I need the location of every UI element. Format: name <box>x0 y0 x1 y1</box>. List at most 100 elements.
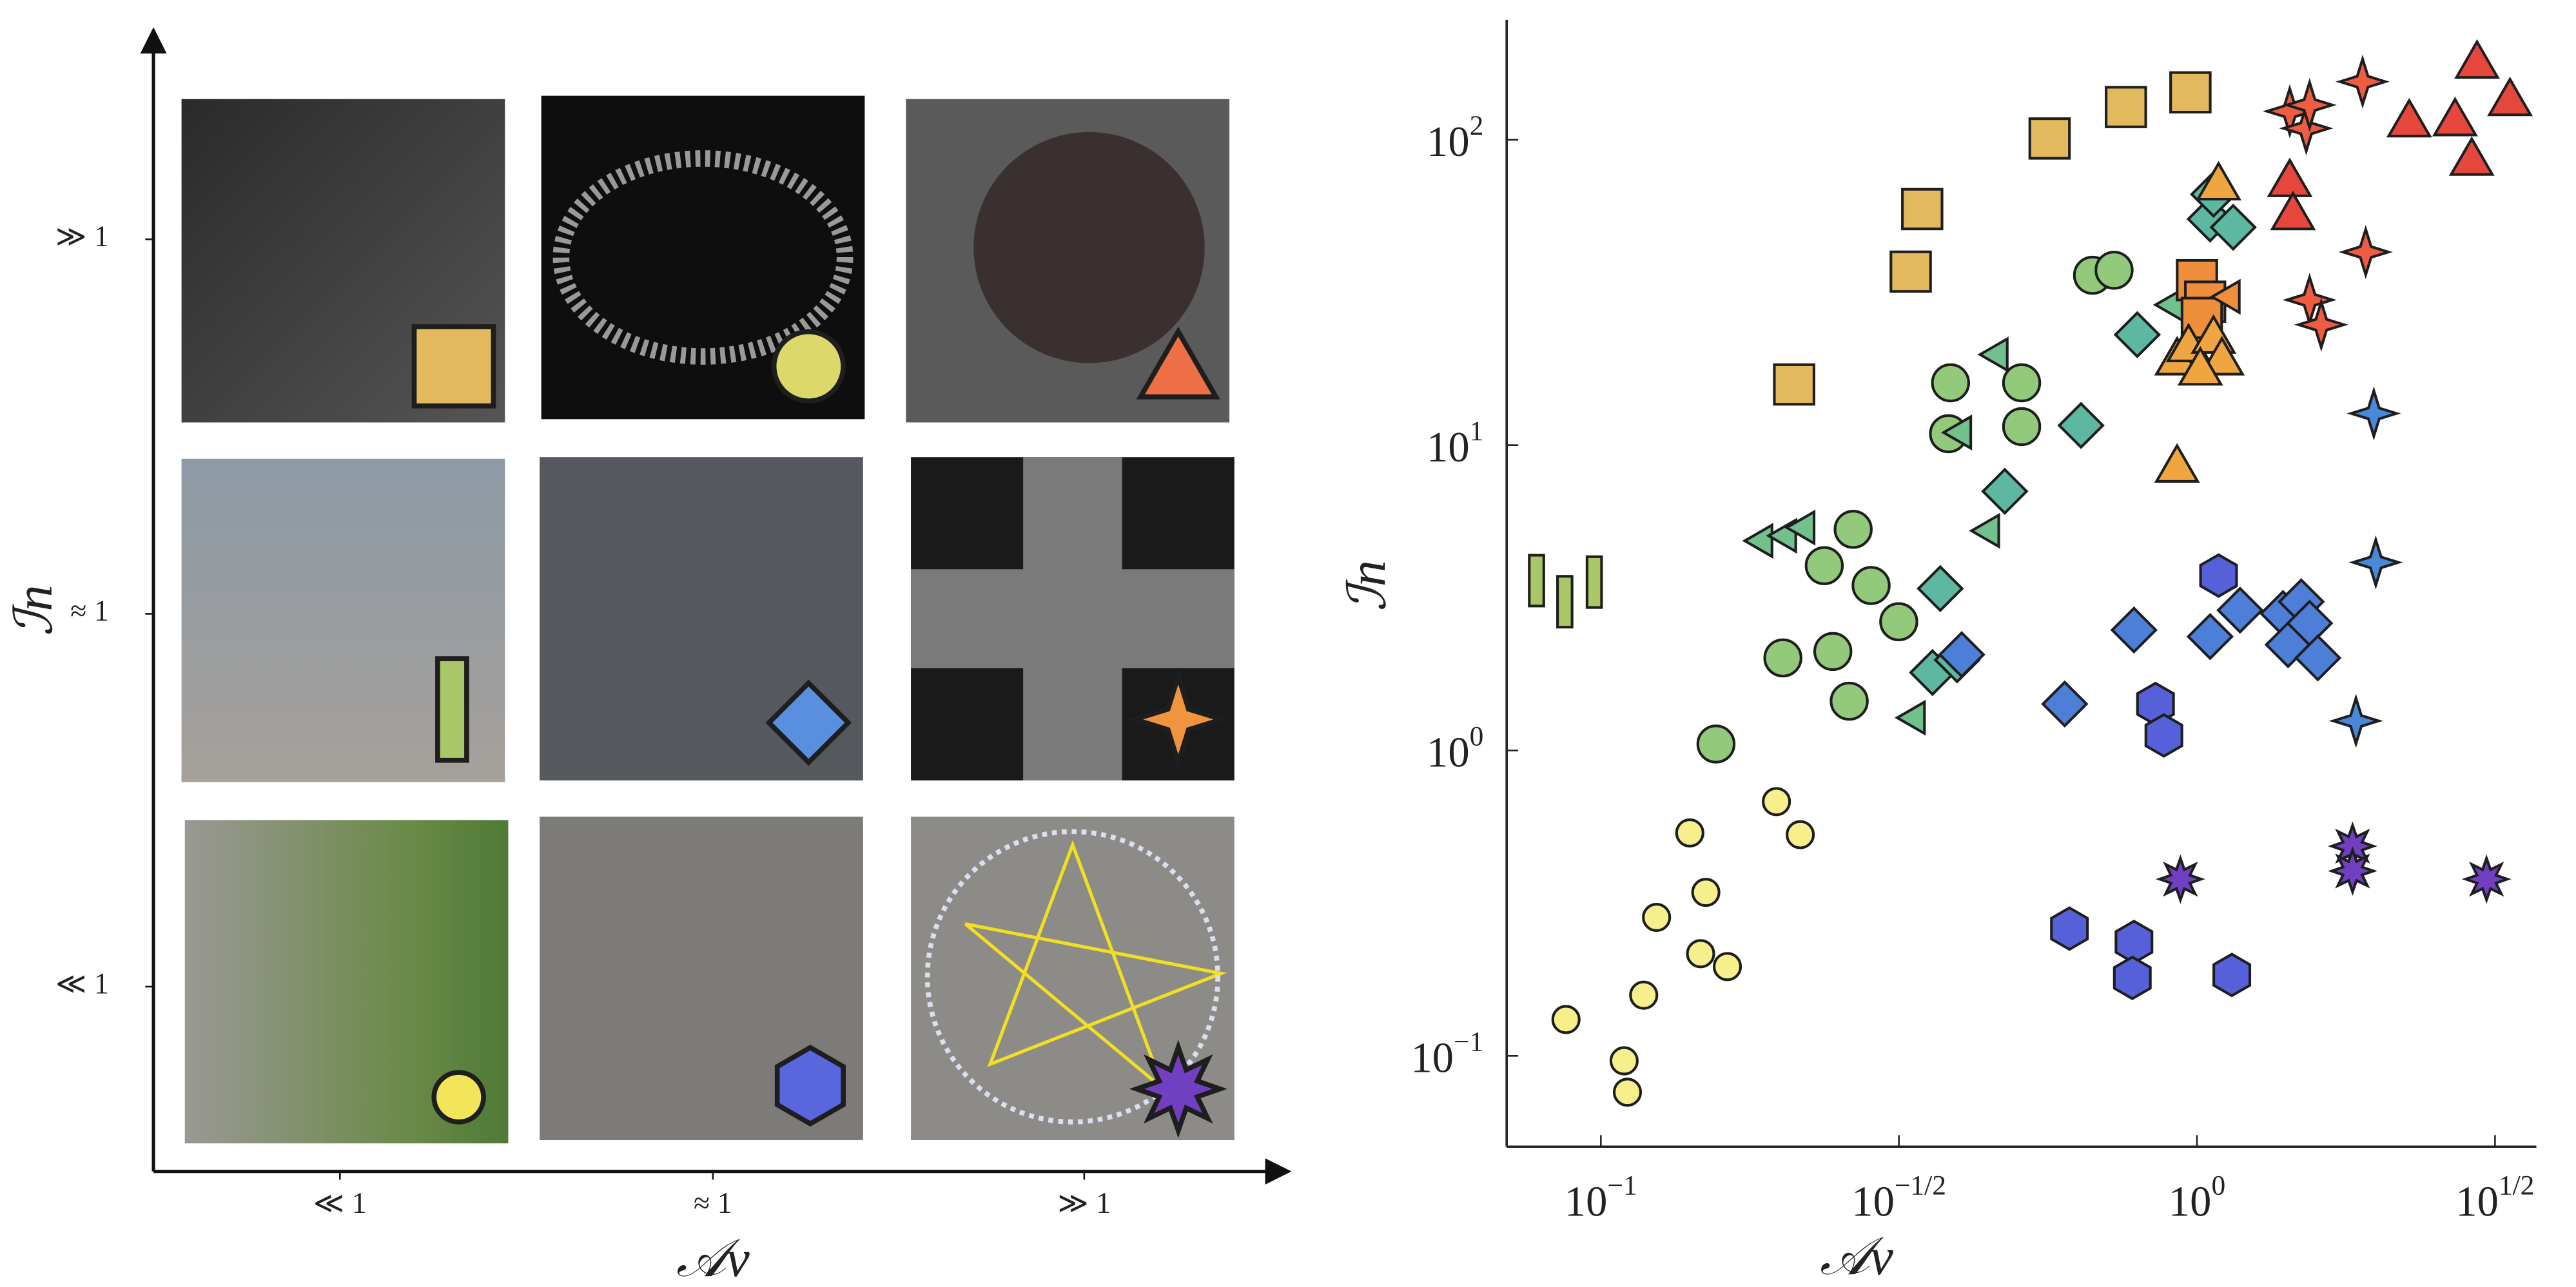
marker <box>1889 250 1932 293</box>
tick-exponent: 1 <box>1470 416 1484 447</box>
tick-label: 100 <box>1427 721 1483 777</box>
tick-label: 10−1 <box>1565 1170 1637 1225</box>
marker <box>1804 546 1844 585</box>
y-axis-label: ℐn <box>1338 560 1397 611</box>
y-tick-label: ≈ 1 <box>70 594 109 627</box>
marker <box>1691 878 1721 907</box>
marker <box>1763 638 1802 678</box>
marker <box>1742 523 1773 559</box>
marker <box>1851 566 1891 605</box>
tick-exponent: 0 <box>1470 721 1484 752</box>
marker <box>2348 535 2403 590</box>
marker <box>1129 1040 1227 1138</box>
marker <box>2294 634 2342 682</box>
marker <box>2041 680 2089 728</box>
marker <box>2199 553 2238 598</box>
marker <box>411 324 496 409</box>
left-panel: ≫ 1 ≈ 1 ≪ 1 ≪ 1 ≈ 1 ≫ 1 𝒜v ℐn <box>5 27 1292 1287</box>
marker <box>1940 414 1973 451</box>
marker <box>1977 336 2009 373</box>
marker <box>1762 787 1791 817</box>
marker <box>2144 713 2183 758</box>
marker <box>2113 311 2161 358</box>
tick-base: 10 <box>1565 1179 1608 1226</box>
marker <box>1528 554 1545 608</box>
tick-exponent: −1 <box>1607 1170 1637 1201</box>
marker <box>1712 952 1742 982</box>
marker <box>1629 980 1659 1010</box>
marker <box>2110 606 2158 654</box>
photo-detail <box>973 131 1205 363</box>
marker <box>771 329 846 404</box>
marker <box>1136 326 1220 400</box>
tick-base: 10 <box>1411 1035 1454 1082</box>
photo-detail <box>924 829 1221 1125</box>
y-tick-label: ≪ 1 <box>55 967 109 1000</box>
marker <box>1686 939 1715 969</box>
marker <box>2113 955 2152 1000</box>
marker <box>1879 602 1918 641</box>
icons <box>411 324 1230 1138</box>
tick-base: 10 <box>1427 119 1470 166</box>
marker <box>2050 906 2089 951</box>
tick-label: 101/2 <box>2455 1170 2534 1225</box>
marker <box>2186 613 2234 661</box>
marker <box>2282 77 2337 132</box>
x-axis-label: 𝒜v <box>1820 1227 1893 1286</box>
marker <box>2196 160 2242 201</box>
y-axis-label: ℐn <box>5 585 63 636</box>
marker <box>2199 336 2245 376</box>
marker <box>1833 510 1873 549</box>
marker <box>2177 345 2223 386</box>
marker <box>435 656 469 763</box>
tick-label: 100 <box>2169 1170 2225 1225</box>
tick-label: 10−1 <box>1411 1026 1484 1081</box>
marker <box>1556 575 1574 629</box>
marker <box>1696 724 1736 764</box>
tick-exponent: 2 <box>1470 110 1484 141</box>
marker <box>1830 681 1869 721</box>
marker <box>2270 190 2316 231</box>
marker <box>1917 565 1964 612</box>
marker <box>2338 224 2393 280</box>
marker <box>1969 512 2000 549</box>
marker <box>1901 188 1944 231</box>
marker <box>2267 157 2313 197</box>
tick-label: 101 <box>1427 416 1483 471</box>
marker <box>2487 76 2533 117</box>
marker <box>1784 509 1816 546</box>
marker <box>2114 919 2154 965</box>
marker <box>1612 1078 1643 1107</box>
marker <box>2154 443 2200 483</box>
marker <box>2454 39 2500 79</box>
marker <box>2335 54 2390 109</box>
marker <box>2155 854 2205 904</box>
marker <box>2028 117 2071 160</box>
marker <box>2209 278 2241 315</box>
marker <box>1931 363 1970 403</box>
marker <box>1675 818 1704 847</box>
marker <box>2294 297 2348 352</box>
marker <box>1642 902 1672 933</box>
marker <box>2386 97 2432 138</box>
marker <box>2328 693 2383 748</box>
marker <box>2212 953 2252 998</box>
tick-base: 10 <box>1427 424 1470 471</box>
marker <box>2094 251 2134 290</box>
tick-base: 10 <box>1851 1179 1895 1226</box>
tick-exponent: −1/2 <box>1895 1170 1946 1201</box>
x-tick-label: ≪ 1 <box>313 1186 367 1219</box>
x-tick-label: ≫ 1 <box>1057 1186 1111 1219</box>
tick-exponent: −1 <box>1454 1026 1483 1057</box>
marker <box>2105 86 2147 128</box>
marker <box>2216 586 2264 634</box>
marker <box>1981 467 2029 516</box>
marker <box>2448 136 2495 176</box>
marker <box>1813 632 1853 672</box>
marker <box>2279 101 2334 156</box>
marker <box>1938 631 1986 679</box>
photo-detail <box>911 457 1234 780</box>
